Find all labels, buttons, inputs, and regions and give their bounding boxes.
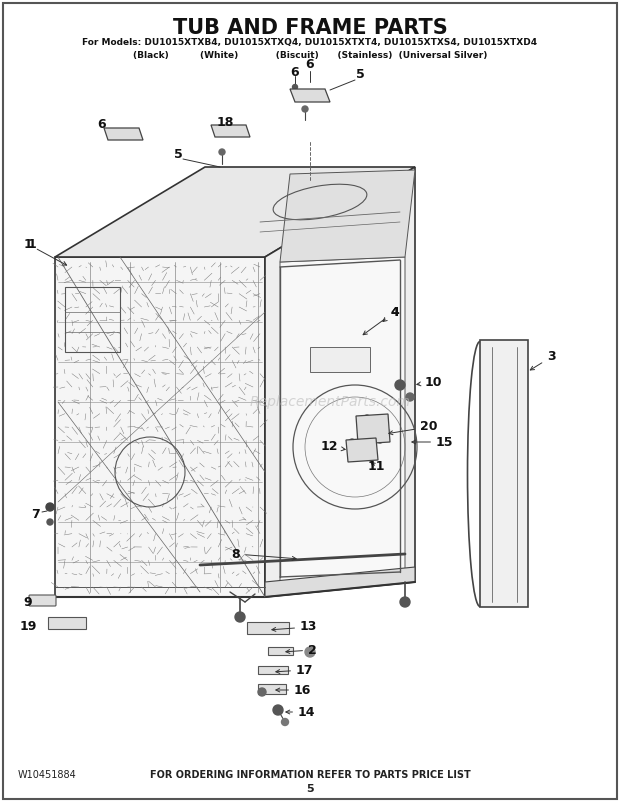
Circle shape bbox=[302, 106, 308, 112]
Polygon shape bbox=[265, 167, 415, 597]
Circle shape bbox=[395, 380, 405, 390]
Bar bbox=[247, 622, 289, 634]
Text: TUB AND FRAME PARTS: TUB AND FRAME PARTS bbox=[172, 18, 448, 38]
Text: 9: 9 bbox=[24, 596, 32, 609]
FancyBboxPatch shape bbox=[29, 595, 56, 606]
Text: 17: 17 bbox=[276, 663, 314, 677]
Circle shape bbox=[305, 647, 315, 657]
Circle shape bbox=[293, 84, 298, 90]
Text: 15: 15 bbox=[412, 435, 453, 448]
Circle shape bbox=[125, 132, 130, 136]
Text: 7: 7 bbox=[30, 508, 40, 520]
Polygon shape bbox=[280, 170, 415, 262]
Text: 8: 8 bbox=[231, 548, 296, 561]
Text: 1: 1 bbox=[28, 237, 37, 250]
Bar bbox=[48, 617, 86, 629]
Bar bbox=[310, 347, 370, 372]
Text: 3: 3 bbox=[530, 350, 556, 370]
Text: 13: 13 bbox=[272, 621, 317, 634]
Circle shape bbox=[349, 454, 355, 460]
Text: 16: 16 bbox=[276, 683, 311, 696]
Text: 10: 10 bbox=[417, 375, 443, 388]
Text: 12: 12 bbox=[321, 440, 345, 453]
Text: ReplacementParts.com: ReplacementParts.com bbox=[249, 395, 410, 409]
Text: 6: 6 bbox=[306, 59, 314, 71]
Polygon shape bbox=[55, 167, 415, 257]
Bar bbox=[268, 647, 293, 655]
Text: 5: 5 bbox=[356, 68, 365, 82]
Text: For Models: DU1015XTXB4, DU1015XTXQ4, DU1015XTXT4, DU1015XTXS4, DU1015XTXD4: For Models: DU1015XTXB4, DU1015XTXQ4, DU… bbox=[82, 38, 538, 47]
Circle shape bbox=[47, 519, 53, 525]
Text: W10451884: W10451884 bbox=[18, 770, 77, 780]
Circle shape bbox=[112, 132, 118, 136]
Circle shape bbox=[400, 597, 410, 607]
Text: (Black)          (White)            (Biscuit)      (Stainless)  (Universal Silve: (Black) (White) (Biscuit) (Stainless) (U… bbox=[133, 51, 487, 60]
Text: 6: 6 bbox=[291, 66, 299, 79]
Polygon shape bbox=[104, 128, 143, 140]
Polygon shape bbox=[265, 567, 415, 597]
Text: FOR ORDERING INFORMATION REFER TO PARTS PRICE LIST: FOR ORDERING INFORMATION REFER TO PARTS … bbox=[149, 770, 471, 780]
Text: 5: 5 bbox=[306, 784, 314, 794]
Bar bbox=[65, 287, 120, 352]
Text: 5: 5 bbox=[174, 148, 182, 160]
Text: 4: 4 bbox=[383, 306, 399, 322]
Circle shape bbox=[232, 128, 237, 133]
Circle shape bbox=[298, 94, 303, 99]
Text: 14: 14 bbox=[286, 706, 316, 719]
Circle shape bbox=[46, 503, 54, 511]
Circle shape bbox=[219, 128, 224, 133]
Circle shape bbox=[365, 454, 371, 460]
Circle shape bbox=[273, 705, 283, 715]
Circle shape bbox=[364, 437, 370, 443]
Circle shape bbox=[406, 393, 414, 401]
Circle shape bbox=[364, 415, 370, 421]
Text: 20: 20 bbox=[389, 420, 438, 435]
Circle shape bbox=[258, 688, 266, 696]
Polygon shape bbox=[346, 438, 378, 462]
Bar bbox=[258, 684, 286, 694]
Polygon shape bbox=[356, 414, 390, 444]
Text: 2: 2 bbox=[286, 643, 317, 657]
Polygon shape bbox=[211, 125, 250, 137]
Bar bbox=[258, 666, 288, 674]
Circle shape bbox=[349, 439, 355, 445]
Text: 4: 4 bbox=[363, 306, 399, 334]
Polygon shape bbox=[280, 257, 405, 587]
Text: 18: 18 bbox=[216, 115, 234, 128]
Text: 19: 19 bbox=[19, 621, 37, 634]
Text: 1: 1 bbox=[24, 237, 66, 265]
Circle shape bbox=[281, 719, 288, 726]
Text: 6: 6 bbox=[98, 119, 106, 132]
Text: 11: 11 bbox=[368, 460, 386, 473]
Circle shape bbox=[219, 149, 225, 155]
Polygon shape bbox=[290, 89, 330, 102]
Circle shape bbox=[312, 94, 317, 99]
Polygon shape bbox=[55, 257, 265, 597]
Circle shape bbox=[235, 612, 245, 622]
Polygon shape bbox=[480, 340, 528, 607]
Circle shape bbox=[377, 437, 383, 443]
